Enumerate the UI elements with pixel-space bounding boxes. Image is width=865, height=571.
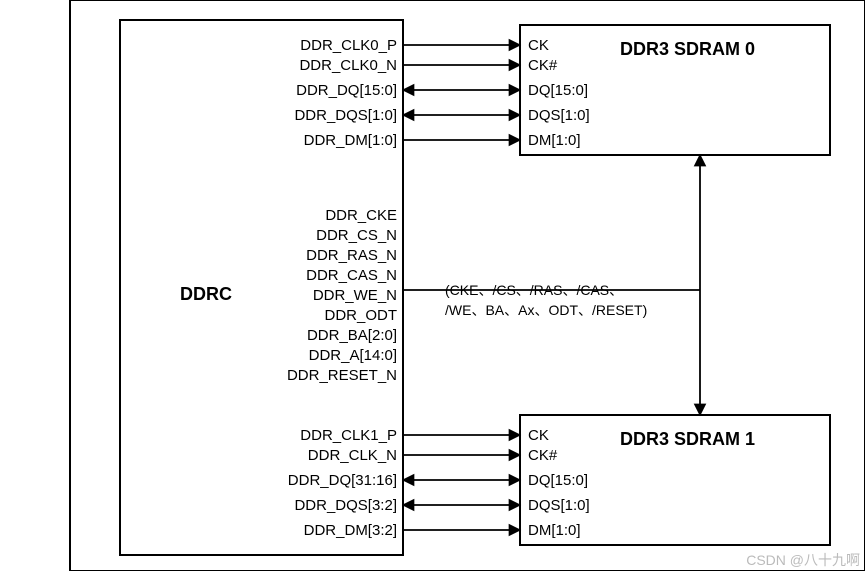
sdram-pin-label: CK#: [528, 57, 558, 74]
sdram-pin-label: CK: [528, 37, 549, 54]
watermark: CSDN @八十九啊: [746, 552, 860, 568]
sdram1-title: DDR3 SDRAM 1: [620, 429, 755, 449]
ddrc-signal-label: DDR_DQS[1:0]: [294, 107, 397, 124]
sdram0-title: DDR3 SDRAM 0: [620, 39, 755, 59]
sdram-pin-label: DQS[1:0]: [528, 107, 590, 124]
ddrc-signal-label: DDR_DM[3:2]: [304, 522, 397, 539]
ddrc-signal-label: DDR_RAS_N: [306, 247, 397, 264]
ddrc-signal-label: DDR_CS_N: [316, 227, 397, 244]
ddrc-signal-label: DDR_CLK0_N: [299, 57, 397, 74]
ddr-block-diagram: DDRC DDR3 SDRAM 0 DDR3 SDRAM 1 DDR_CLK0_…: [0, 0, 865, 571]
sdram-pin-label: CK: [528, 427, 549, 444]
sdram-pin-label: DQS[1:0]: [528, 497, 590, 514]
ddrc-signal-label: DDR_WE_N: [313, 287, 397, 304]
ddrc-signal-label: DDR_DQ[15:0]: [296, 82, 397, 99]
shared-bus-text-1: (CKE、/CS、/RAS、/CAS、: [445, 282, 623, 298]
ddrc-signal-label: DDR_A[14:0]: [309, 347, 397, 364]
ddrc-signal-label: DDR_CLK_N: [308, 447, 397, 464]
sdram-pin-label: DM[1:0]: [528, 132, 581, 149]
sdram-pin-label: CK#: [528, 447, 558, 464]
ddrc-signal-label: DDR_BA[2:0]: [307, 327, 397, 344]
ddrc-signal-label: DDR_ODT: [324, 307, 397, 324]
ddrc-signal-label: DDR_RESET_N: [287, 367, 397, 384]
shared-bus-text-2: /WE、BA、Ax、ODT、/RESET): [445, 302, 647, 318]
sdram-pin-label: DQ[15:0]: [528, 472, 588, 489]
ddrc-signal-label: DDR_DQ[31:16]: [288, 472, 397, 489]
sdram-pin-label: DM[1:0]: [528, 522, 581, 539]
ddrc-signal-label: DDR_CLK0_P: [300, 37, 397, 54]
ddrc-signal-label: DDR_DM[1:0]: [304, 132, 397, 149]
ddrc-signal-label: DDR_DQS[3:2]: [294, 497, 397, 514]
ddrc-signal-label: DDR_CAS_N: [306, 267, 397, 284]
sdram-pin-label: DQ[15:0]: [528, 82, 588, 99]
ddrc-signal-label: DDR_CLK1_P: [300, 427, 397, 444]
ddrc-title: DDRC: [180, 284, 232, 304]
ddrc-signal-label: DDR_CKE: [325, 207, 397, 224]
signal-group-0: DDR_CLK0_P DDR_CLK0_N DDR_DQ[15:0] DDR_DQS[…: [294, 37, 520, 149]
